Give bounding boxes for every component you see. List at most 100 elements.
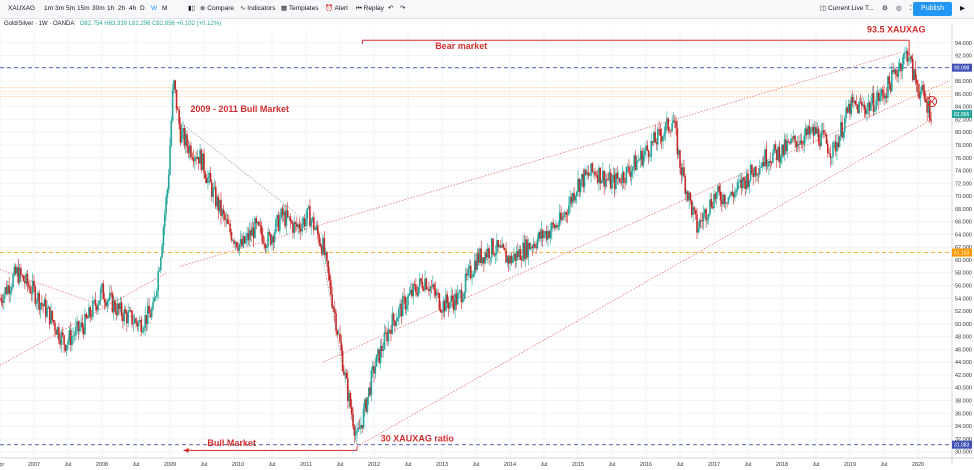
redo-icon[interactable]: ↷ bbox=[400, 5, 406, 12]
candle bbox=[280, 207, 282, 220]
interval-1m[interactable]: 1m bbox=[44, 5, 54, 12]
candle bbox=[893, 65, 896, 75]
candle-style-icon[interactable]: ▮▯ bbox=[188, 5, 196, 12]
drawings bbox=[183, 39, 938, 453]
candle bbox=[157, 266, 160, 300]
interval-2h[interactable]: 2h bbox=[118, 5, 126, 12]
candle bbox=[29, 280, 31, 295]
camera-icon[interactable]: ◎ bbox=[896, 5, 902, 12]
gear-icon[interactable]: ⚙ bbox=[882, 5, 888, 12]
interval-3m[interactable]: 3m bbox=[55, 5, 65, 12]
candle bbox=[667, 117, 670, 135]
candle bbox=[101, 282, 103, 294]
candle bbox=[250, 222, 252, 243]
candle bbox=[807, 123, 809, 141]
templates-label: Templates bbox=[288, 5, 319, 12]
interval-d[interactable]: D bbox=[140, 5, 145, 12]
interval-30m[interactable]: 30m bbox=[92, 5, 105, 12]
candle bbox=[365, 397, 367, 414]
replay-label: Replay bbox=[363, 5, 384, 12]
fullscreen-icon[interactable]: ⛶ bbox=[908, 2, 917, 16]
candle bbox=[194, 155, 196, 170]
candle bbox=[501, 236, 503, 248]
time-tick-label: Jul bbox=[880, 462, 887, 468]
candle bbox=[10, 283, 13, 296]
play-icon[interactable]: ▶ bbox=[960, 5, 965, 12]
candle bbox=[318, 231, 320, 247]
candle bbox=[307, 204, 310, 210]
layout-button[interactable]: ◫ Current Live T... bbox=[820, 5, 874, 12]
candle bbox=[804, 122, 807, 143]
candle bbox=[548, 229, 551, 239]
candle bbox=[260, 221, 263, 241]
candle bbox=[549, 223, 552, 245]
candle bbox=[50, 303, 52, 326]
candle bbox=[305, 210, 307, 233]
candle bbox=[892, 63, 894, 75]
indicators-button[interactable]: ∿ Indicators bbox=[240, 5, 276, 12]
candle bbox=[167, 169, 170, 194]
candle bbox=[133, 313, 136, 324]
candle bbox=[214, 181, 217, 210]
price-tick-label: 70.000 bbox=[955, 194, 972, 200]
candle bbox=[71, 328, 73, 352]
candle bbox=[847, 99, 850, 114]
time-tick-label: 2017 bbox=[708, 462, 720, 468]
candle bbox=[30, 286, 33, 302]
candle bbox=[616, 166, 619, 185]
candle bbox=[386, 327, 388, 347]
candle bbox=[531, 244, 534, 257]
interval-w[interactable]: W bbox=[151, 5, 158, 12]
publish-button[interactable]: Publish bbox=[913, 2, 952, 16]
compare-button[interactable]: ⊕ Compare bbox=[200, 5, 234, 12]
candle bbox=[774, 140, 777, 154]
candle bbox=[235, 241, 238, 249]
candle bbox=[451, 289, 454, 309]
horizontal-lines bbox=[0, 67, 952, 446]
candle bbox=[301, 216, 303, 236]
candle bbox=[927, 97, 930, 118]
candle bbox=[460, 283, 463, 309]
candle bbox=[328, 266, 331, 289]
candle bbox=[8, 276, 10, 303]
candle bbox=[489, 257, 492, 266]
candle bbox=[706, 214, 709, 225]
price-tick-label: 62.000 bbox=[955, 245, 972, 251]
candle bbox=[404, 294, 407, 315]
interval-4h[interactable]: 4h bbox=[129, 5, 137, 12]
undo-icon[interactable]: ↶ bbox=[388, 5, 394, 12]
candle bbox=[59, 333, 61, 349]
candle bbox=[796, 136, 799, 152]
candle bbox=[621, 165, 624, 191]
candle bbox=[398, 305, 400, 326]
candle bbox=[528, 242, 531, 250]
candle bbox=[888, 72, 891, 90]
candle bbox=[143, 325, 145, 335]
replay-button[interactable]: ⏮ Replay bbox=[356, 5, 384, 12]
templates-button[interactable]: ▦ Templates bbox=[281, 5, 319, 12]
interval-1h[interactable]: 1h bbox=[107, 5, 115, 12]
candle bbox=[285, 204, 288, 235]
candle bbox=[217, 193, 220, 220]
candle bbox=[594, 167, 596, 180]
decline-guide-1 bbox=[176, 119, 324, 235]
interval-15m[interactable]: 15m bbox=[77, 5, 90, 12]
candle bbox=[69, 322, 72, 352]
candle bbox=[293, 215, 296, 240]
interval-5m[interactable]: 5m bbox=[66, 5, 76, 12]
symbol-search[interactable]: XAUXAG bbox=[8, 5, 36, 12]
interval-m[interactable]: M bbox=[162, 5, 168, 12]
candle bbox=[701, 212, 704, 230]
candle bbox=[660, 128, 663, 150]
candle bbox=[675, 116, 677, 136]
candle bbox=[649, 153, 651, 162]
candle bbox=[595, 170, 598, 178]
time-tick-label: 2008 bbox=[96, 462, 108, 468]
cross-marker-stroke bbox=[927, 97, 936, 106]
candle bbox=[541, 228, 544, 248]
candle bbox=[679, 149, 681, 175]
candle bbox=[311, 216, 314, 224]
alert-button[interactable]: ⏰ Alert bbox=[325, 5, 348, 12]
candle bbox=[46, 300, 48, 319]
